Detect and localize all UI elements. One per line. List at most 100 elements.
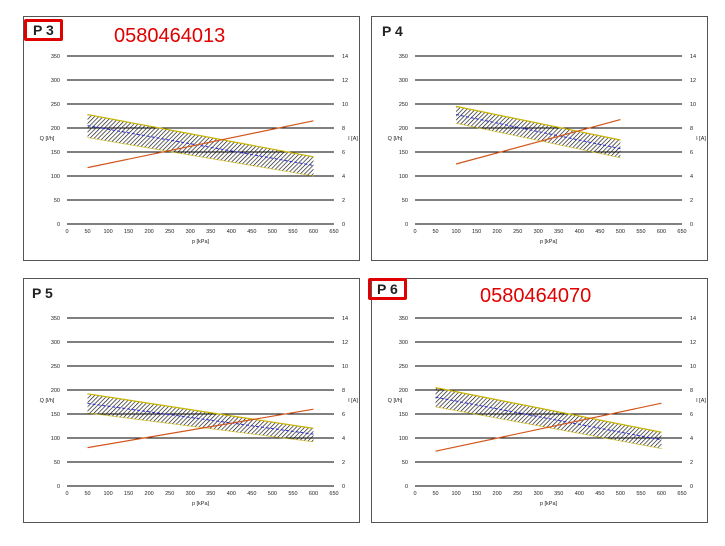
flow-mean-line bbox=[87, 125, 314, 166]
x-tick-label: 150 bbox=[472, 491, 481, 497]
band-upper-edge bbox=[435, 387, 662, 433]
y-tick-label: 250 bbox=[51, 364, 60, 370]
x-tick-label: 100 bbox=[103, 491, 112, 497]
y2-tick-label: 2 bbox=[690, 460, 693, 466]
x-tick-label: 250 bbox=[513, 491, 522, 497]
y-tick-label: 100 bbox=[51, 174, 60, 180]
band-lower-edge bbox=[87, 137, 314, 177]
y-tick-label: 100 bbox=[399, 436, 408, 442]
x-tick-label: 350 bbox=[554, 229, 563, 235]
x-tick-label: 250 bbox=[513, 229, 522, 235]
current-line bbox=[87, 120, 314, 169]
y2-tick-label: 2 bbox=[690, 198, 693, 204]
x-tick-label: 50 bbox=[432, 229, 438, 235]
x-tick-label: 200 bbox=[493, 491, 502, 497]
y-tick-label: 50 bbox=[54, 198, 60, 204]
y-tick-label: 350 bbox=[399, 316, 408, 322]
y2-tick-label: 0 bbox=[342, 222, 345, 228]
x-tick-label: 300 bbox=[186, 229, 195, 235]
y-tick-label: 250 bbox=[51, 102, 60, 108]
y2-tick-label: 12 bbox=[342, 340, 348, 346]
y2-tick-label: 12 bbox=[690, 78, 696, 84]
y-axis-label: Q [l/h] bbox=[40, 398, 55, 404]
x-tick-label: 650 bbox=[329, 491, 338, 497]
x-tick-label: 150 bbox=[124, 491, 133, 497]
y2-axis-label: I [A] bbox=[696, 398, 706, 404]
x-tick-label: 250 bbox=[165, 491, 174, 497]
x-tick-label: 650 bbox=[677, 229, 686, 235]
y2-tick-label: 12 bbox=[342, 78, 348, 84]
chart-panel-p5: 0 0 50 2 100 4 150 6 200 8 250 10 300 12 350 14 0 50 100 15… bbox=[23, 278, 360, 523]
chart-title-p4: P 4 bbox=[382, 23, 403, 39]
x-tick-label: 50 bbox=[84, 229, 90, 235]
y-tick-label: 200 bbox=[51, 388, 60, 394]
x-tick-label: 450 bbox=[595, 229, 604, 235]
x-tick-label: 450 bbox=[595, 491, 604, 497]
x-tick-label: 0 bbox=[413, 491, 416, 497]
x-tick-label: 450 bbox=[247, 491, 256, 497]
chart-panel-p3: 0 0 50 2 100 4 150 6 200 8 250 10 300 12 350 14 0 50 100 15… bbox=[23, 16, 360, 261]
x-tick-label: 200 bbox=[145, 491, 154, 497]
x-tick-label: 200 bbox=[493, 229, 502, 235]
y2-tick-label: 10 bbox=[690, 102, 696, 108]
x-tick-label: 350 bbox=[554, 491, 563, 497]
x-tick-label: 350 bbox=[206, 229, 215, 235]
y2-tick-label: 4 bbox=[690, 174, 693, 180]
x-tick-label: 100 bbox=[103, 229, 112, 235]
x-tick-label: 550 bbox=[288, 229, 297, 235]
y2-tick-label: 8 bbox=[342, 388, 345, 394]
chart-title-p5: P 5 bbox=[32, 285, 53, 301]
flow-mean-line bbox=[435, 396, 662, 441]
band-upper-edge bbox=[455, 105, 621, 141]
y2-tick-label: 0 bbox=[690, 484, 693, 490]
chart-title-p6: P 6 bbox=[368, 278, 407, 300]
current-line bbox=[435, 402, 662, 452]
x-tick-label: 200 bbox=[145, 229, 154, 235]
y-tick-label: 100 bbox=[399, 174, 408, 180]
y2-tick-label: 6 bbox=[690, 150, 693, 156]
band-lower-edge bbox=[455, 122, 621, 159]
flow-tolerance-band bbox=[87, 393, 314, 442]
y2-tick-label: 14 bbox=[342, 316, 348, 322]
chart-title-p3: P 3 bbox=[24, 19, 63, 41]
chart-panel-p4: 0 0 50 2 100 4 150 6 200 8 250 10 300 12 350 14 0 50 100 15… bbox=[371, 16, 708, 261]
y2-tick-label: 10 bbox=[342, 102, 348, 108]
x-axis-label: p [kPa] bbox=[192, 501, 210, 507]
x-tick-label: 500 bbox=[268, 229, 277, 235]
y-tick-label: 0 bbox=[405, 484, 408, 490]
x-tick-label: 400 bbox=[227, 229, 236, 235]
x-tick-label: 350 bbox=[206, 491, 215, 497]
y-tick-label: 250 bbox=[399, 102, 408, 108]
y-axis-label: Q [l/h] bbox=[40, 136, 55, 142]
x-tick-label: 600 bbox=[657, 229, 666, 235]
y-tick-label: 150 bbox=[399, 150, 408, 156]
flow-mean-line bbox=[87, 402, 314, 435]
y-tick-label: 200 bbox=[399, 388, 408, 394]
x-tick-label: 650 bbox=[677, 491, 686, 497]
y-tick-label: 350 bbox=[51, 316, 60, 322]
y-tick-label: 300 bbox=[399, 78, 408, 84]
flow-mean-line bbox=[455, 114, 621, 150]
x-tick-label: 500 bbox=[616, 229, 625, 235]
x-tick-label: 650 bbox=[329, 229, 338, 235]
y-tick-label: 0 bbox=[57, 484, 60, 490]
y2-tick-label: 8 bbox=[690, 388, 693, 394]
x-tick-label: 600 bbox=[657, 491, 666, 497]
y2-tick-label: 14 bbox=[690, 316, 696, 322]
flow-tolerance-band bbox=[435, 387, 662, 449]
x-tick-label: 300 bbox=[534, 491, 543, 497]
y2-axis-label: I [A] bbox=[348, 398, 358, 404]
y2-axis-label: I [A] bbox=[348, 136, 358, 142]
y-tick-label: 0 bbox=[57, 222, 60, 228]
x-tick-label: 600 bbox=[309, 229, 318, 235]
x-tick-label: 550 bbox=[636, 491, 645, 497]
y2-tick-label: 14 bbox=[690, 54, 696, 60]
y2-tick-label: 0 bbox=[690, 222, 693, 228]
chart-panel-p6: 0 0 50 2 100 4 150 6 200 8 250 10 300 12 350 14 0 50 100 15… bbox=[368, 278, 708, 523]
y-tick-label: 200 bbox=[51, 126, 60, 132]
x-tick-label: 50 bbox=[84, 491, 90, 497]
y2-tick-label: 6 bbox=[690, 412, 693, 418]
x-tick-label: 250 bbox=[165, 229, 174, 235]
x-tick-label: 400 bbox=[227, 491, 236, 497]
